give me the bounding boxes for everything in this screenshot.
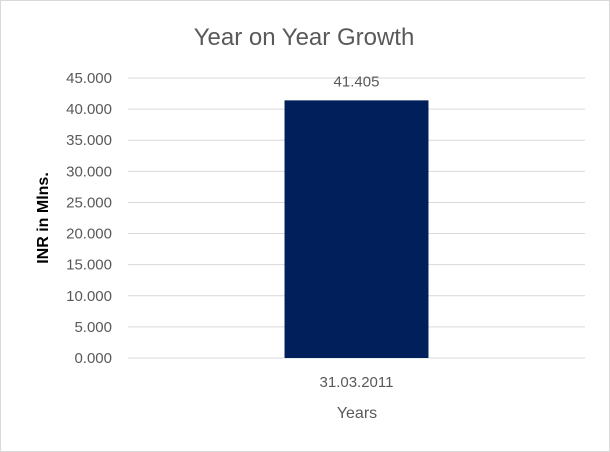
y-tick-label: 20.000 xyxy=(66,226,112,243)
chart-title: Year on Year Growth xyxy=(194,24,415,51)
y-tick-label: 35.000 xyxy=(66,132,112,149)
y-tick-label: 30.000 xyxy=(66,163,112,180)
x-tick-label: 31.03.2011 xyxy=(320,374,394,391)
data-label: 41.405 xyxy=(334,73,380,90)
y-tick-label: 45.000 xyxy=(66,70,112,87)
x-axis-label: Years xyxy=(337,405,377,422)
y-tick-label: 40.000 xyxy=(66,101,112,118)
y-axis-label: INR in Mlns. xyxy=(35,172,52,264)
y-tick-label: 15.000 xyxy=(66,257,112,274)
bar xyxy=(284,100,429,358)
y-tick-label: 0.000 xyxy=(74,350,112,367)
y-tick-label: 25.000 xyxy=(66,194,112,211)
y-tick-label: 10.000 xyxy=(66,288,112,305)
y-tick-label: 5.000 xyxy=(74,319,112,336)
